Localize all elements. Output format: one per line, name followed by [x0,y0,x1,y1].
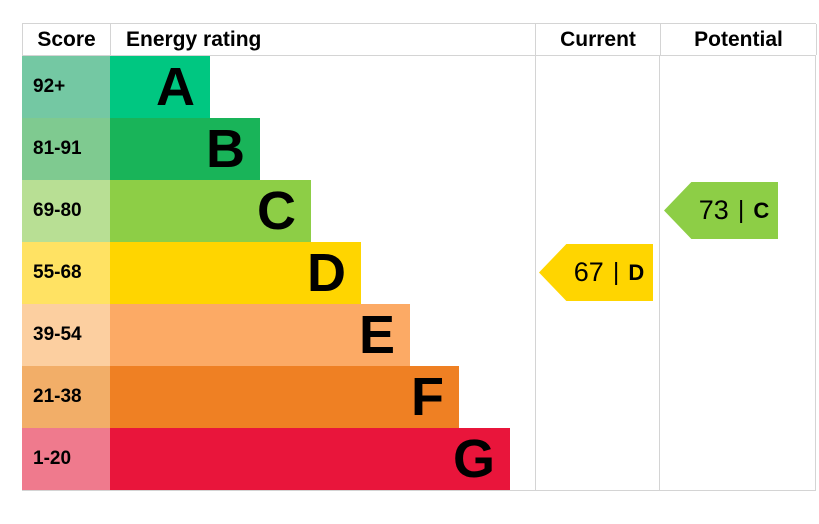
rating-cell-g: G [110,428,535,490]
score-label-c: 69-80 [33,200,82,221]
score-cell-b: 81-91 [22,118,110,180]
band-row-e: 39-54 E [22,304,816,366]
current-cell-f [535,366,660,428]
score-cell-g: 1-20 [22,428,110,490]
potential-cell-c: 73 | C [660,180,816,242]
potential-cell-g [660,428,816,490]
rating-cell-a: A [110,56,535,118]
band-row-g: 1-20 G [22,428,816,490]
potential-cell-b [660,118,816,180]
current-cell-c [535,180,660,242]
band-letter-d: D [307,243,346,303]
rating-cell-c: C [110,180,535,242]
current-cell-e [535,304,660,366]
score-label-g: 1-20 [33,448,72,469]
score-label-e: 39-54 [33,324,82,345]
current-cell-b [535,118,660,180]
band-letter-b: B [206,119,245,179]
current-rating-separator: | [612,258,620,286]
band-letter-e: E [358,305,395,365]
epc-table: Score Energy rating Current Potential 92… [22,23,817,491]
band-bar-c: C [110,180,311,242]
potential-cell-a [660,56,816,118]
band-bar-d: D [110,242,361,304]
potential-rating-arrow: 73 | C [664,182,778,239]
band-letter-f: F [411,367,444,427]
score-label-d: 55-68 [33,262,82,283]
band-letter-g: G [452,429,495,489]
current-column-header: Current [536,24,661,55]
score-cell-c: 69-80 [22,180,110,242]
band-bar-e: E [110,304,410,366]
band-bar-b: B [110,118,260,180]
potential-rating-separator: | [737,196,745,224]
energy-rating-column-header: Energy rating [111,24,536,55]
table-body: 92+ A 81-91 B [22,56,816,491]
band-row-b: 81-91 B [22,118,816,180]
score-label-f: 21-38 [33,386,82,407]
rating-cell-b: B [110,118,535,180]
band-row-c: 69-80 C 73 | C [22,180,816,242]
rating-cell-e: E [110,304,535,366]
band-letter-a: A [156,57,195,117]
current-cell-g [535,428,660,490]
band-row-f: 21-38 F [22,366,816,428]
rating-cell-d: D [110,242,535,304]
potential-cell-d [660,242,816,304]
band-letter-c: C [257,181,296,241]
current-rating-letter: D [628,259,645,285]
score-cell-e: 39-54 [22,304,110,366]
band-bar-f: F [110,366,459,428]
potential-rating-letter: C [753,197,770,223]
band-row-d: 55-68 D 67 | D [22,242,816,304]
potential-rating-value: 73 [698,195,729,225]
current-rating-value: 67 [573,257,604,287]
rating-cell-f: F [110,366,535,428]
potential-cell-f [660,366,816,428]
score-cell-a: 92+ [22,56,110,118]
band-bar-g: G [110,428,510,490]
current-rating-arrow: 67 | D [539,244,653,301]
current-cell-d: 67 | D [535,242,660,304]
score-label-a: 92+ [33,76,66,97]
score-column-header: Score [23,24,111,55]
band-row-a: 92+ A [22,56,816,118]
score-cell-d: 55-68 [22,242,110,304]
band-bar-a: A [110,56,210,118]
current-cell-a [535,56,660,118]
potential-column-header: Potential [661,24,817,55]
score-cell-f: 21-38 [22,366,110,428]
potential-cell-e [660,304,816,366]
score-label-b: 81-91 [33,138,82,159]
table-header-row: Score Energy rating Current Potential [22,23,817,56]
